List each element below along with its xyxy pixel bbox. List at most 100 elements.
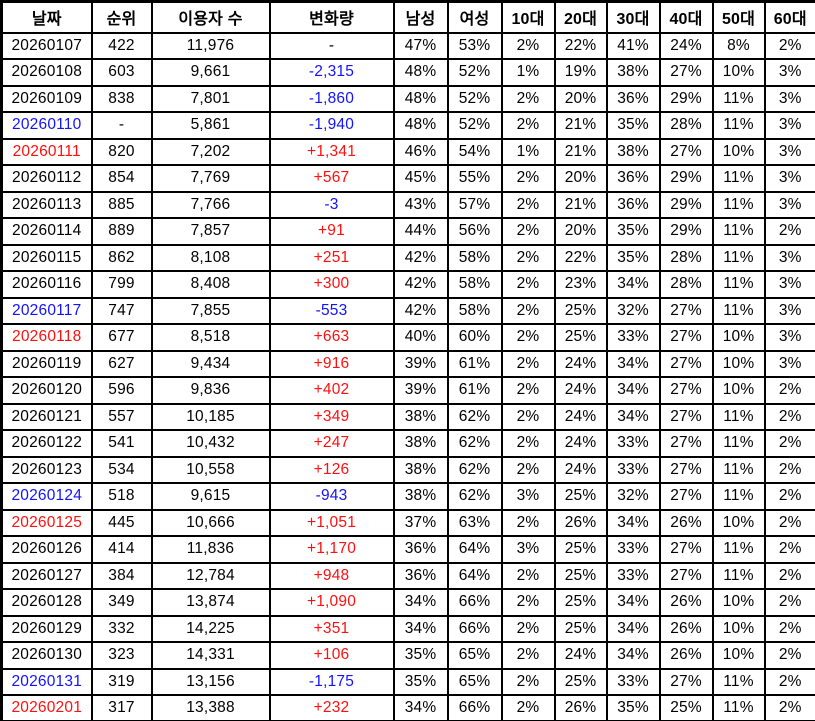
cell-users: 7,857 [150, 217, 271, 246]
cell-age40: 27% [658, 667, 714, 696]
cell-age30: 33% [605, 455, 661, 484]
cell-age20: 25% [553, 667, 608, 696]
cell-age60: 2% [763, 217, 815, 246]
table-row: 20260201 317 13,388 +232 34% 66% 2% 26% 35% 25% 11… [0, 694, 815, 721]
cell-age10: 2% [500, 296, 556, 325]
cell-age30: 34% [605, 641, 661, 670]
table-row: 20260115 862 8,108 +251 42% 58% 2% 22% 35% 28% 11%… [0, 243, 815, 272]
cell-age60: 2% [763, 508, 815, 537]
cell-age10: 2% [500, 561, 556, 590]
cell-age40: 29% [658, 84, 714, 113]
cell-male: 44% [392, 217, 449, 246]
table-row: 20260129 332 14,225 +351 34% 66% 2% 25% 34% 26% 10… [0, 614, 815, 643]
cell-age40: 27% [658, 482, 714, 511]
cell-age20: 20% [553, 164, 608, 193]
cell-age40: 27% [658, 58, 714, 87]
cell-change: -943 [268, 482, 395, 511]
cell-users: 10,432 [150, 429, 271, 458]
cell-age60: 2% [763, 641, 815, 670]
cell-rank: 557 [90, 402, 153, 431]
cell-age20: 23% [553, 270, 608, 299]
cell-female: 64% [446, 561, 503, 590]
cell-age40: 27% [658, 296, 714, 325]
cell-age10: 2% [500, 111, 556, 140]
cell-rank: 384 [90, 561, 153, 590]
col-header-rank: 순위 [90, 0, 153, 34]
cell-age40: 26% [658, 614, 714, 643]
cell-female: 58% [446, 243, 503, 272]
cell-age20: 25% [553, 535, 608, 564]
cell-users: 13,388 [150, 694, 271, 721]
cell-change: -553 [268, 296, 395, 325]
col-header-age20: 20대 [553, 0, 608, 34]
cell-change: +351 [268, 614, 395, 643]
cell-rank: 323 [90, 641, 153, 670]
cell-age30: 34% [605, 349, 661, 378]
cell-male: 46% [392, 137, 449, 166]
cell-age60: 2% [763, 667, 815, 696]
cell-female: 53% [446, 31, 503, 60]
cell-age10: 1% [500, 137, 556, 166]
cell-age50: 11% [711, 243, 766, 272]
cell-female: 66% [446, 614, 503, 643]
cell-rank: 885 [90, 190, 153, 219]
cell-rank: 603 [90, 58, 153, 87]
cell-age40: 26% [658, 588, 714, 617]
cell-age20: 24% [553, 429, 608, 458]
cell-age40: 27% [658, 561, 714, 590]
cell-male: 39% [392, 349, 449, 378]
cell-users: 10,666 [150, 508, 271, 537]
cell-users: 5,861 [150, 111, 271, 140]
cell-age20: 22% [553, 31, 608, 60]
cell-rank: 799 [90, 270, 153, 299]
cell-age30: 36% [605, 190, 661, 219]
cell-users: 13,156 [150, 667, 271, 696]
cell-age20: 21% [553, 190, 608, 219]
cell-age20: 24% [553, 641, 608, 670]
table-row: 20260109 838 7,801 -1,860 48% 52% 2% 20% 36% 29% 1… [0, 84, 815, 113]
cell-age60: 3% [763, 349, 815, 378]
cell-age30: 33% [605, 561, 661, 590]
cell-date: 20260120 [0, 376, 93, 405]
cell-age50: 11% [711, 455, 766, 484]
cell-age20: 24% [553, 376, 608, 405]
cell-age10: 3% [500, 535, 556, 564]
table-row: 20260125 445 10,666 +1,051 37% 63% 2% 26% 34% 26%… [0, 508, 815, 537]
cell-age20: 25% [553, 323, 608, 352]
cell-change: -1,860 [268, 84, 395, 113]
cell-change: +247 [268, 429, 395, 458]
cell-male: 34% [392, 588, 449, 617]
cell-age60: 3% [763, 243, 815, 272]
cell-age10: 2% [500, 84, 556, 113]
cell-age40: 27% [658, 429, 714, 458]
cell-users: 7,766 [150, 190, 271, 219]
cell-date: 20260108 [0, 58, 93, 87]
cell-female: 66% [446, 694, 503, 721]
cell-rank: 854 [90, 164, 153, 193]
cell-change: +126 [268, 455, 395, 484]
cell-change: +232 [268, 694, 395, 721]
cell-age30: 33% [605, 429, 661, 458]
cell-age30: 33% [605, 667, 661, 696]
cell-age30: 34% [605, 376, 661, 405]
cell-date: 20260119 [0, 349, 93, 378]
cell-rank: 319 [90, 667, 153, 696]
cell-change: - [268, 31, 395, 60]
table-row: 20260124 518 9,615 -943 38% 62% 3% 25% 32% 27% 11%… [0, 482, 815, 511]
cell-rank: 317 [90, 694, 153, 721]
cell-age20: 26% [553, 508, 608, 537]
cell-female: 52% [446, 84, 503, 113]
cell-age50: 11% [711, 296, 766, 325]
cell-age60: 3% [763, 323, 815, 352]
table-row: 20260119 627 9,434 +916 39% 61% 2% 24% 34% 27% 10%… [0, 349, 815, 378]
cell-age30: 32% [605, 482, 661, 511]
cell-age40: 28% [658, 111, 714, 140]
cell-age10: 2% [500, 402, 556, 431]
cell-age50: 11% [711, 694, 766, 721]
cell-users: 10,558 [150, 455, 271, 484]
col-header-age60: 60대 [763, 0, 815, 34]
cell-users: 9,836 [150, 376, 271, 405]
cell-age60: 3% [763, 84, 815, 113]
cell-rank: 838 [90, 84, 153, 113]
cell-female: 56% [446, 217, 503, 246]
